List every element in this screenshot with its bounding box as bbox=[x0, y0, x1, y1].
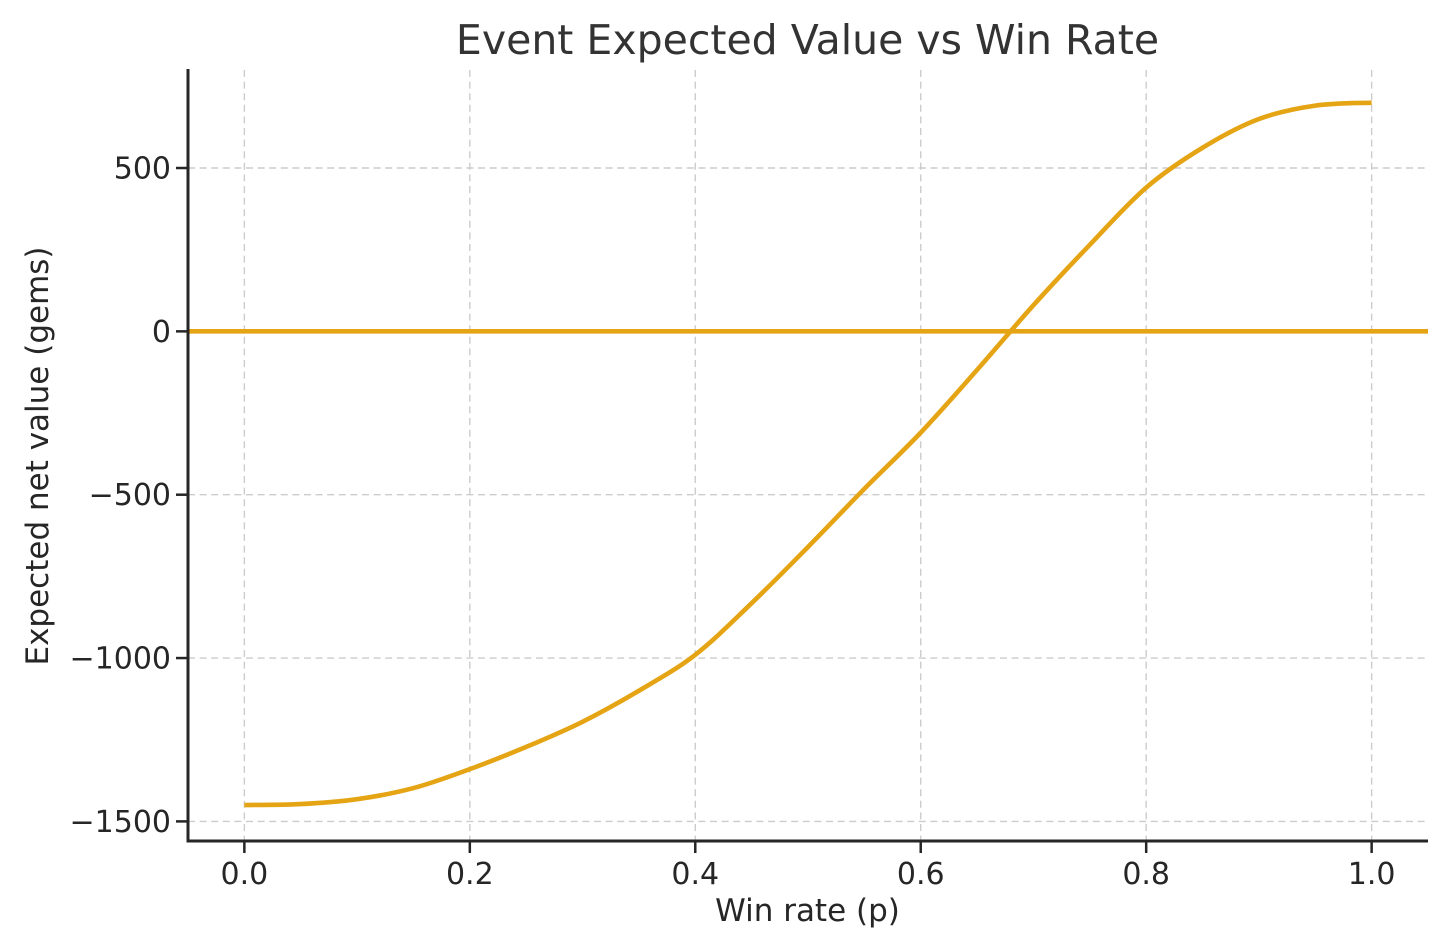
x-axis-label: Win rate (p) bbox=[715, 893, 900, 929]
x-tick-label-1.0: 1.0 bbox=[1348, 857, 1396, 892]
x-tick-label-0.0: 0.0 bbox=[221, 857, 269, 892]
expected-net-value-curve bbox=[244, 100, 1372, 808]
y-tick-label-0: 0 bbox=[152, 315, 171, 350]
chart-title: Event Expected Value vs Win Rate bbox=[455, 16, 1160, 64]
x-tick-label-0.6: 0.6 bbox=[897, 857, 945, 892]
y-axis-label: Expected net value (gems) bbox=[20, 246, 56, 666]
x-tick-label-0.4: 0.4 bbox=[671, 857, 719, 892]
y-tick-label-−500: −500 bbox=[89, 478, 171, 513]
y-tick-label-−1500: −1500 bbox=[70, 805, 171, 840]
x-tick-label-0.2: 0.2 bbox=[446, 857, 494, 892]
x-tick-label-0.8: 0.8 bbox=[1122, 857, 1170, 892]
y-tick-label-−1000: −1000 bbox=[70, 642, 171, 677]
y-tick-label-500: 500 bbox=[114, 152, 171, 187]
